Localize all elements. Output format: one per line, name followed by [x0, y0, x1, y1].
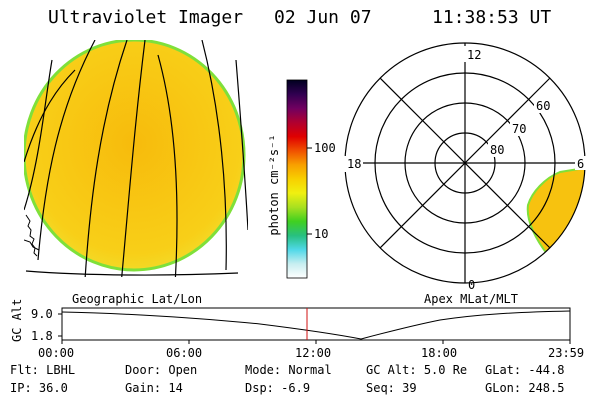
timeline-y-tick-top: 9.0 [31, 307, 53, 321]
colorbar-tick-100: 100 [314, 141, 336, 155]
mlt-label-0: 0 [468, 278, 475, 292]
colorbar-strip [286, 79, 308, 279]
info-mode: Mode: Normal [245, 363, 332, 377]
mlat-label-60: 60 [536, 99, 550, 113]
polar-grid [344, 42, 586, 284]
info-dsp: Dsp: -6.9 [245, 381, 311, 395]
mlat-label-70: 70 [512, 122, 526, 136]
mlt-label-12: 12 [467, 48, 481, 62]
mlt-label-6: 6 [577, 157, 584, 171]
geographic-label: Geographic Lat/Lon [72, 292, 203, 306]
timeline-frame [61, 307, 571, 341]
info-seq: Seq: 39 [366, 381, 417, 395]
altitude-curve [61, 310, 571, 340]
auroral-oval-segment [526, 166, 585, 283]
apex-polar-plot: 12 18 6 0 60 70 80 [343, 42, 587, 292]
info-gc-alt: GC Alt: 5.0 Re [366, 363, 468, 377]
apex-label: Apex MLat/MLT [424, 292, 518, 306]
latitude-lines [24, 59, 239, 276]
geographic-image-panel [24, 40, 248, 277]
date-readout: 02 Jun 07 [274, 7, 372, 28]
colorbar-tick-10: 10 [314, 227, 328, 241]
altitude-timeline [58, 307, 571, 344]
info-flt: Flt: LBHL [10, 363, 76, 377]
info-door: Door: Open [125, 363, 198, 377]
instrument-title: Ultraviolet Imager [48, 7, 244, 28]
info-gain: Gain: 14 [125, 381, 183, 395]
timeline-y-tick-bottom: 1.8 [31, 329, 53, 343]
mlt-label-18: 18 [347, 157, 361, 171]
info-glon: GLon: 248.5 [485, 381, 565, 395]
time-readout: 11:38:53 UT [432, 7, 552, 28]
timeline-x-tick-1: 06:00 [166, 346, 203, 360]
timeline-x-tick-3: 18:00 [421, 346, 458, 360]
longitude-lines [37, 40, 248, 277]
timeline-x-tick-4: 23:59 [548, 346, 585, 360]
timeline-y-label: GC Alt [10, 298, 24, 342]
coastline [24, 214, 40, 257]
timeline-x-tick-0: 00:00 [38, 346, 75, 360]
info-glat: GLat: -44.8 [485, 363, 565, 377]
colorbar-unit-label: photon cm⁻²s⁻¹ [267, 134, 281, 235]
mlat-label-80: 80 [490, 143, 504, 157]
timeline-x-ticks [58, 313, 571, 344]
earth-disk [24, 40, 246, 272]
info-ip: IP: 36.0 [10, 381, 68, 395]
colorbar: 100 10 photon cm⁻²s⁻¹ [267, 79, 336, 279]
timeline-x-tick-2: 12:00 [295, 346, 332, 360]
